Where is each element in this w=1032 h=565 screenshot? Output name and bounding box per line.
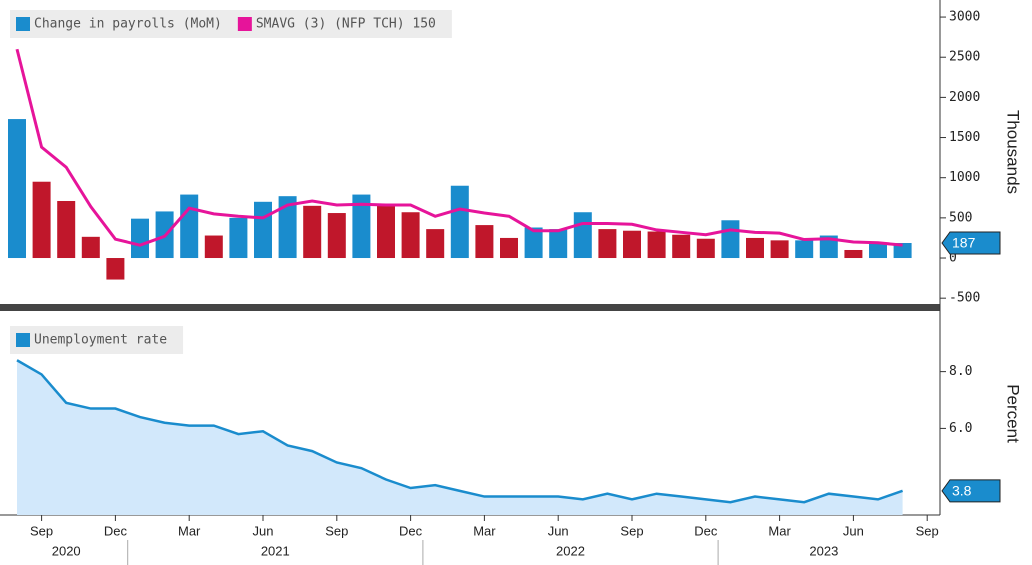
bar <box>426 229 445 259</box>
bar <box>623 230 641 259</box>
year-label: 2022 <box>556 543 585 558</box>
y-tick-label: 1500 <box>949 130 980 145</box>
x-tick-label: Sep <box>916 523 939 538</box>
x-tick-label: Mar <box>473 523 496 538</box>
bar <box>229 217 248 259</box>
bar <box>573 212 592 259</box>
value-tag <box>941 231 1001 255</box>
legend-label: Unemployment rate <box>34 333 167 348</box>
y-tick-label: 0 <box>949 251 957 266</box>
bar <box>844 249 863 259</box>
bar <box>352 194 371 259</box>
bar <box>549 229 568 259</box>
bar <box>893 243 912 259</box>
bar <box>57 200 76 259</box>
legend-bg <box>10 326 184 354</box>
bar <box>524 227 543 259</box>
bar <box>869 243 887 259</box>
x-tick-label: Sep <box>325 523 348 538</box>
x-tick-label: Sep <box>30 523 53 538</box>
y-tick-label: 2000 <box>949 90 980 105</box>
bar <box>8 119 26 259</box>
legend-label: SMAVG (3) (NFP TCH) 150 <box>256 17 436 32</box>
bar <box>696 238 715 259</box>
year-label: 2020 <box>52 543 81 558</box>
y-tick-label: 8.0 <box>949 364 972 379</box>
bar <box>795 240 814 259</box>
bar <box>204 235 223 259</box>
value-tag-label: 187 <box>952 235 976 251</box>
value-tag-label: 3.8 <box>952 483 972 499</box>
area-fill <box>17 360 903 515</box>
legend-swatch <box>16 17 30 31</box>
y-tick-label: -500 <box>949 291 980 306</box>
bar <box>450 185 469 259</box>
year-label: 2023 <box>809 543 838 558</box>
y-tick-label: 6.0 <box>949 421 972 436</box>
bar <box>819 235 838 259</box>
x-tick-label: Dec <box>104 523 128 538</box>
panel-divider <box>0 304 940 311</box>
bar <box>327 213 346 259</box>
bar <box>770 240 789 259</box>
value-tag <box>941 479 1001 503</box>
area-line <box>16 359 904 504</box>
bar <box>672 234 691 259</box>
legend-swatch <box>16 333 30 347</box>
bar <box>500 237 518 259</box>
bar <box>180 194 199 259</box>
legend: Unemployment rate <box>10 326 184 354</box>
x-tick-label: Jun <box>843 523 864 538</box>
bar <box>647 231 666 259</box>
bar <box>746 237 764 259</box>
y-tick-label: 2500 <box>949 50 980 65</box>
bar <box>475 225 494 259</box>
legend-bg <box>10 10 452 38</box>
bar <box>303 205 322 259</box>
year-label: 2021 <box>261 543 290 558</box>
sma-line <box>15 48 903 247</box>
bar <box>721 220 740 259</box>
bar <box>401 212 420 259</box>
x-tick-label: Mar <box>178 523 201 538</box>
legend-swatch <box>237 17 252 31</box>
bar <box>106 258 125 280</box>
y-tick-label: 500 <box>949 210 972 225</box>
y-tick-label: 3000 <box>949 10 980 25</box>
bar <box>131 218 149 259</box>
y-tick-label: 1000 <box>949 170 980 185</box>
x-tick-label: Dec <box>399 523 423 538</box>
bar <box>254 201 272 259</box>
x-tick-label: Jun <box>253 523 274 538</box>
bar <box>32 181 51 259</box>
bar <box>598 229 617 259</box>
x-tick-label: Jun <box>548 523 569 538</box>
bar <box>377 205 395 259</box>
y-axis-label: Thousands <box>1004 110 1023 194</box>
x-tick-label: Mar <box>768 523 791 538</box>
x-tick-label: Sep <box>620 523 643 538</box>
x-tick-label: Dec <box>694 523 718 538</box>
legend: Change in payrolls (MoM) SMAVG (3) (NFP T… <box>10 10 452 38</box>
y-axis-label: Percent <box>1004 384 1023 443</box>
bar <box>81 236 100 259</box>
bar <box>278 196 297 259</box>
legend-label: Change in payrolls (MoM) <box>34 17 222 32</box>
